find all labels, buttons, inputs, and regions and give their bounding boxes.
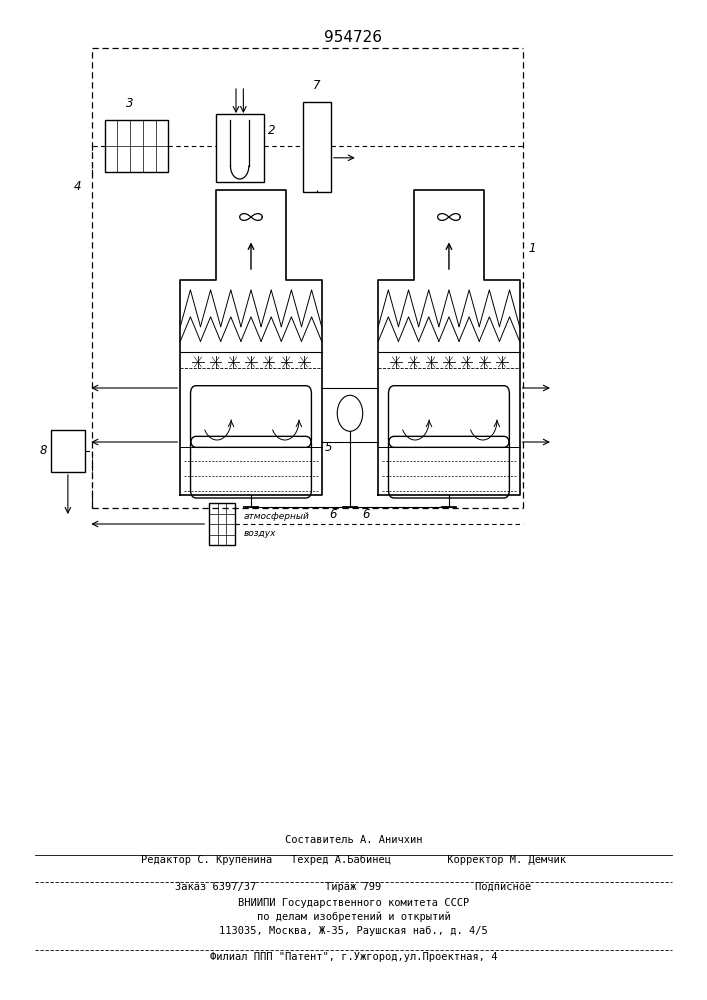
Text: 4: 4: [74, 180, 81, 192]
Text: по делам изобретений и открытий: по делам изобретений и открытий: [257, 912, 450, 922]
Text: 5: 5: [325, 441, 333, 454]
Bar: [216, 114, 264, 182]
Text: Редактор С. Крупенина   Техред А.Бабинец         Корректор М. Демчик: Редактор С. Крупенина Техред А.Бабинец К…: [141, 855, 566, 865]
Text: 6: 6: [363, 508, 370, 522]
Text: Заказ 6397/37           Тираж 799               Подписное: Заказ 6397/37 Тираж 799 Подписное: [175, 882, 532, 892]
Text: 3: 3: [127, 97, 134, 110]
Text: 954726: 954726: [325, 30, 382, 45]
Text: 1: 1: [528, 242, 536, 255]
Text: воздух: воздух: [244, 529, 276, 538]
Text: атмосферный: атмосферный: [244, 512, 310, 521]
Bar: [209, 503, 235, 545]
Text: 6: 6: [329, 508, 337, 522]
Text: Составитель А. Аничхин: Составитель А. Аничхин: [285, 835, 422, 845]
Text: 2: 2: [268, 124, 276, 137]
Text: 8: 8: [39, 444, 47, 458]
Text: 7: 7: [313, 79, 320, 92]
Bar: [51, 430, 85, 472]
Bar: [105, 120, 168, 172]
Text: 113035, Москва, Ж-35, Раушская наб., д. 4/5: 113035, Москва, Ж-35, Раушская наб., д. …: [219, 926, 488, 936]
Text: Филиал ППП "Патент", г.Ужгород,ул.Проектная, 4: Филиал ППП "Патент", г.Ужгород,ул.Проект…: [210, 952, 497, 962]
Bar: [303, 102, 331, 192]
Text: ВНИИПИ Государственного комитета СССР: ВНИИПИ Государственного комитета СССР: [238, 898, 469, 908]
